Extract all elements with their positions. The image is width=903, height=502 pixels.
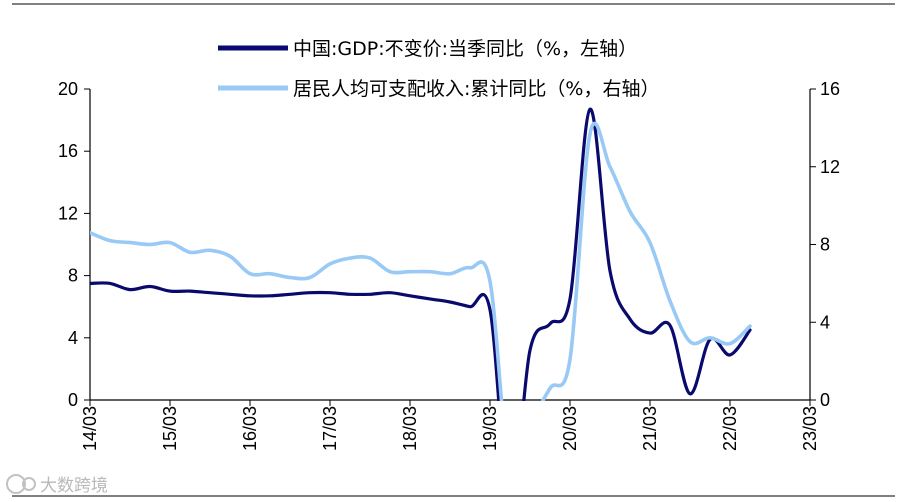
x-tick-label: 14/03	[80, 406, 100, 451]
legend-gdp-label: 中国:GDP:不变价:当季同比（%，左轴）	[293, 38, 637, 60]
legend-income-label: 居民人均可支配收入:累计同比（%，右轴）	[293, 78, 659, 100]
y-left-tick-label: 0	[68, 390, 78, 410]
x-tick-label: 22/03	[720, 406, 740, 451]
x-tick-label: 17/03	[320, 406, 340, 451]
watermark-logo-icon	[6, 474, 36, 494]
gdp-series-line	[90, 107, 752, 401]
y-left-tick-label: 8	[68, 266, 78, 286]
y-left-tick-label: 4	[68, 328, 78, 348]
axes: 0 4 8 12 16 20 0 4 8 12 16 14/03 15/03 16/03 17/03 18/0…	[58, 79, 840, 451]
x-tick-label: 15/03	[160, 406, 180, 451]
y-right-tick-label: 16	[820, 79, 840, 99]
x-tick-label: 21/03	[640, 406, 660, 451]
y-right-tick-label: 0	[820, 390, 830, 410]
y-left-tick-label: 16	[58, 141, 78, 161]
series-lines	[90, 107, 752, 401]
watermark-text: 大数跨境	[40, 476, 108, 496]
legend: 中国:GDP:不变价:当季同比（%，左轴） 居民人均可支配收入:累计同比（%，右…	[218, 38, 659, 100]
x-tick-label: 18/03	[400, 406, 420, 451]
watermark: 大数跨境	[6, 474, 108, 496]
y-right-tick-label: 12	[820, 157, 840, 177]
income-series-line	[90, 121, 752, 401]
x-tick-label: 23/03	[800, 406, 820, 451]
x-tick-label: 16/03	[240, 406, 260, 451]
y-right-tick-label: 8	[820, 235, 830, 255]
x-tick-label: 19/03	[480, 406, 500, 451]
y-left-tick-label: 12	[58, 203, 78, 223]
x-tick-label: 20/03	[560, 406, 580, 451]
y-right-tick-label: 4	[820, 312, 830, 332]
y-left-tick-label: 20	[58, 79, 78, 99]
